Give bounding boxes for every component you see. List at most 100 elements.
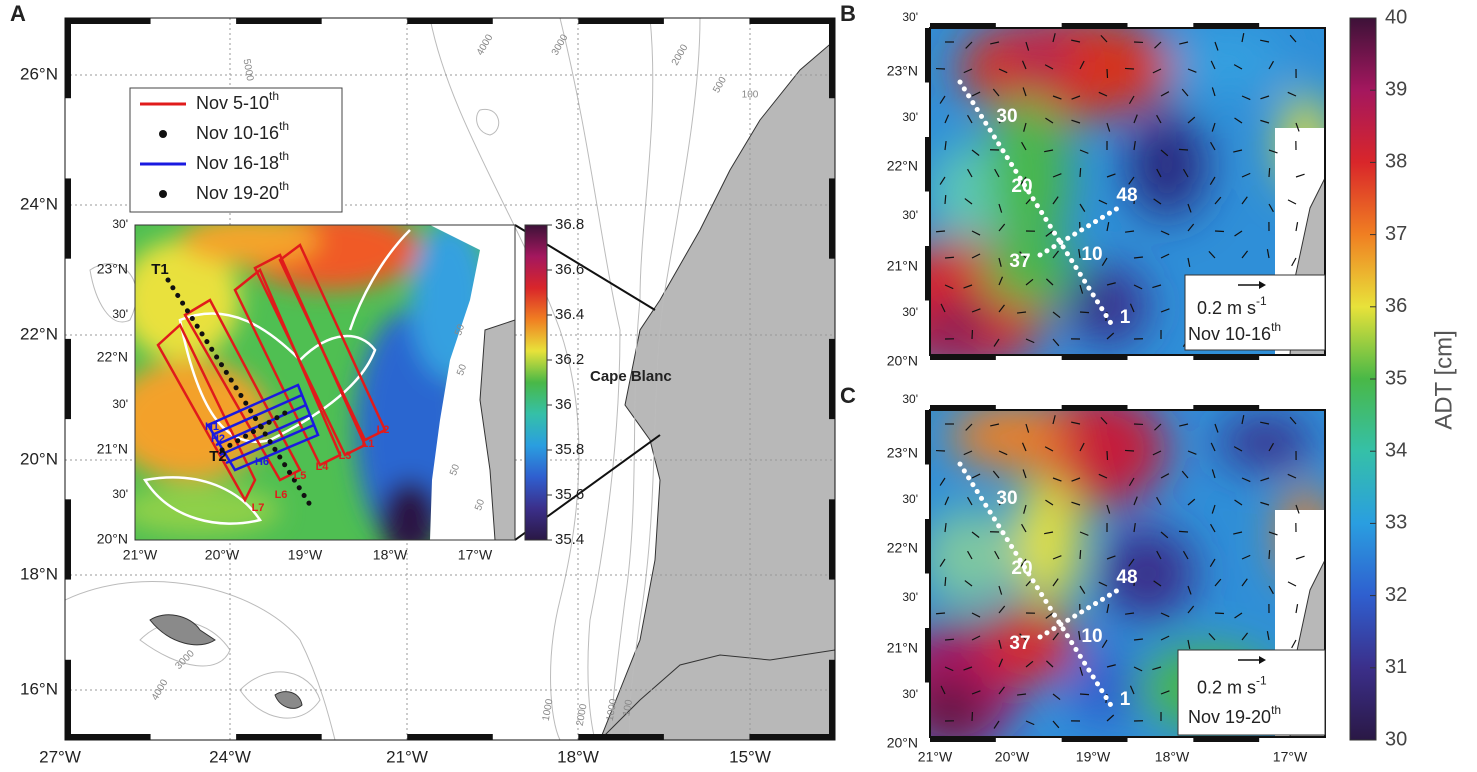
current-vector <box>1241 578 1248 587</box>
current-vector <box>1160 91 1170 97</box>
current-vector <box>944 194 947 205</box>
current-vector <box>1208 250 1216 259</box>
current-vector <box>1268 585 1274 595</box>
field-blob <box>989 93 1069 257</box>
current-vector <box>1214 41 1219 51</box>
current-vector <box>998 203 1003 213</box>
contour-label: 100 <box>621 698 635 717</box>
scale-arrowhead <box>1259 656 1266 664</box>
current-vector <box>1045 278 1054 286</box>
colorbar-tick-label: 39 <box>1385 78 1407 100</box>
lat-label: 23°N <box>887 63 918 79</box>
current-vector <box>964 198 973 205</box>
current-vector <box>1022 87 1027 97</box>
lon-label: 21°W <box>386 747 428 766</box>
current-vector <box>1287 581 1297 587</box>
colorbar-tick-label: 36 <box>555 396 572 413</box>
current-vector <box>1128 477 1135 487</box>
current-vector <box>939 176 946 185</box>
legend-entry-sup: th <box>279 149 289 163</box>
current-vector <box>1020 558 1027 567</box>
inset-lat-label: 23°N <box>97 261 128 277</box>
frame-seg <box>925 28 930 83</box>
current-vector <box>1266 631 1270 641</box>
current-vector <box>1079 585 1086 594</box>
current-vector <box>1234 612 1243 619</box>
current-vector <box>963 450 973 456</box>
current-vector <box>998 304 1005 313</box>
lat-label: 21°N <box>887 258 918 274</box>
colorbar-tick-label: 38 <box>1385 151 1407 173</box>
current-vector <box>1021 523 1027 533</box>
current-vector <box>1160 253 1170 259</box>
field-blob <box>1167 28 1286 94</box>
current-vector <box>998 585 1003 595</box>
current-vector <box>1241 477 1251 483</box>
current-vector <box>1187 68 1197 73</box>
contour-label: 50 <box>453 323 467 338</box>
scale-label: 0.2 m s-1 <box>1197 673 1267 697</box>
current-vector <box>1181 470 1189 479</box>
current-vector <box>993 720 1000 729</box>
current-vector <box>944 114 950 124</box>
current-vector <box>1079 284 1084 294</box>
station-label: 10 <box>1081 626 1102 647</box>
contour-label: 50 <box>455 363 469 378</box>
current-vector <box>1133 256 1144 259</box>
current-vector <box>971 635 981 641</box>
current-vector <box>1133 666 1143 672</box>
current-vector <box>1128 558 1135 567</box>
current-vector <box>939 558 946 567</box>
current-vector <box>1153 580 1162 587</box>
lat-label: 26°N <box>20 64 58 83</box>
current-vector <box>1268 442 1275 452</box>
current-vector <box>963 666 973 671</box>
current-vector <box>1152 284 1162 289</box>
station-label: 37 <box>1009 251 1030 272</box>
colorbar-tick-label: 35 <box>1385 367 1407 389</box>
current-vector <box>1052 338 1060 347</box>
current-vector <box>1214 196 1222 205</box>
legend-entry-sup: th <box>269 89 279 103</box>
current-vector <box>1295 504 1300 514</box>
legend-entry-sup: th <box>279 119 289 133</box>
current-vector <box>944 666 954 672</box>
frame-seg <box>930 23 996 28</box>
lon-label: 17°W <box>1273 749 1308 765</box>
current-vector <box>1052 415 1056 425</box>
current-vector <box>1211 469 1216 479</box>
current-vector <box>1287 199 1297 205</box>
colorbar-tick-label: 30 <box>1385 728 1407 750</box>
current-vector <box>967 114 973 124</box>
current-vector <box>1079 167 1082 178</box>
current-vector <box>998 68 1008 74</box>
colorbar-tick-label: 35.6 <box>555 486 584 503</box>
current-vector <box>1211 504 1216 514</box>
inset-lon-label: 20°W <box>205 547 240 563</box>
legend-entry: Nov 10-16th <box>196 119 289 143</box>
scale-box <box>1184 274 1326 351</box>
current-vector <box>1124 67 1135 70</box>
current-vector <box>1154 423 1162 431</box>
lat-label: 30' <box>902 392 918 406</box>
lon-label: 15°W <box>729 747 771 766</box>
frame-seg <box>236 18 322 24</box>
current-vector <box>1106 450 1109 461</box>
current-vector <box>1211 87 1216 97</box>
field-blob <box>981 606 1077 685</box>
panel-label: A <box>10 1 26 26</box>
current-vector <box>1160 149 1169 157</box>
current-vector <box>1098 473 1108 479</box>
current-vector <box>1106 555 1116 560</box>
frame-seg <box>65 18 151 24</box>
current-vector <box>1241 554 1251 560</box>
frame-seg <box>925 410 930 465</box>
current-vector <box>939 95 946 104</box>
current-vector <box>1187 639 1191 649</box>
current-vector <box>1016 693 1027 696</box>
current-vector <box>1178 148 1189 151</box>
current-vector <box>1268 549 1271 560</box>
frame-seg <box>829 659 835 740</box>
inset-lat-label: 20°N <box>97 531 128 547</box>
current-vector <box>944 496 950 506</box>
